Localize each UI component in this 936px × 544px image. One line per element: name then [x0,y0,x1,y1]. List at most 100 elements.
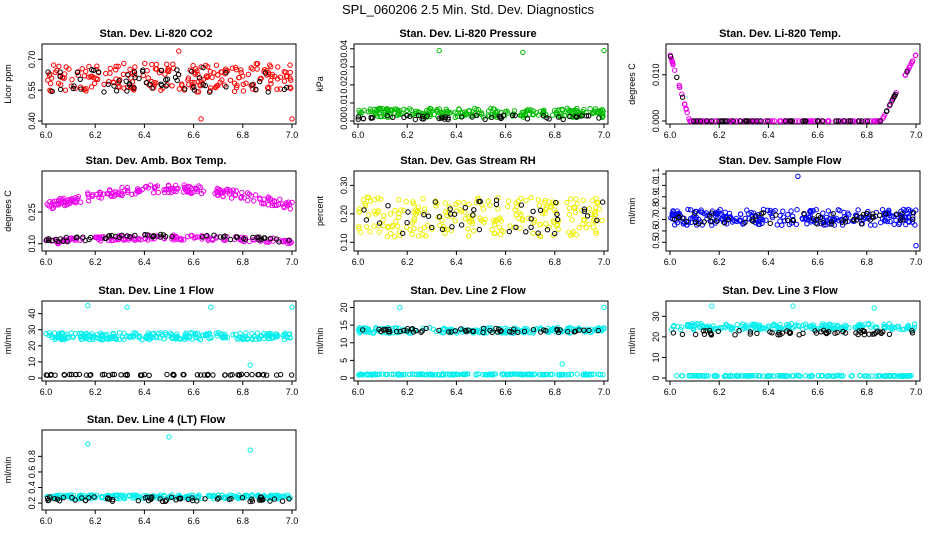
data-point-upper [241,195,247,201]
data-point-all [423,233,429,239]
data-point-lower [205,237,212,244]
data-point-all [113,67,119,73]
data-point-all [409,220,416,226]
data-point-all [817,118,823,124]
data-point-subset [863,210,870,217]
data-point-all [420,196,426,202]
data-point-all [198,495,205,502]
data-point-all [86,63,92,70]
data-point-lower [542,371,548,378]
data-point-subset [419,116,425,122]
data-point-upper [46,203,52,209]
y-tick-label: 20 [651,332,661,342]
data-point-subset [355,116,361,122]
data-point-upper [161,189,168,196]
data-point-lower [214,234,220,240]
data-point-subset [102,235,108,242]
data-point-subset [886,331,893,337]
data-point-subset [695,221,702,227]
plot-frame [665,43,921,125]
data-point-all [465,214,472,220]
data-point-upper [63,202,69,208]
data-point-subset [683,218,690,225]
data-point-all [164,82,170,88]
data-point-lower [473,371,479,378]
data-point-all [569,231,576,237]
x-tick-label: 6.4 [762,387,775,397]
data-point-all [881,114,887,120]
data-point-subset [470,328,477,334]
data-point-all [97,336,104,343]
data-point-lower [95,234,101,241]
data-point-all [190,62,196,69]
data-point-all [417,226,424,233]
data-point-all [497,215,503,221]
data-point-all [209,74,215,80]
data-point-subset [71,83,77,89]
data-point-subset [158,67,165,74]
data-point-subset [820,220,826,226]
data-point-upper [50,205,57,211]
data-point-all [376,229,383,235]
data-point-subset [528,224,534,231]
data-point-all [357,229,364,236]
data-point-subset [70,85,76,92]
data-point-subset [458,222,465,228]
data-point-all [568,196,574,202]
x-tick-label: 6.2 [89,257,102,267]
data-point-all [589,198,596,204]
data-point-outlier [289,304,295,310]
data-point-all [886,207,892,213]
data-point-subset [194,498,200,504]
data-point-all [392,208,398,214]
data-point-all [109,333,116,340]
data-point-subset [841,118,847,124]
y-tick-label: 0.01 [339,94,349,112]
data-point-upper [74,195,81,202]
y-tick-label: 20 [339,303,349,313]
chart-title: Stan. Dev. Line 4 (LT) Flow [86,414,226,426]
data-point-subset [565,329,571,335]
data-point-subset [131,69,138,75]
data-point-subset [540,327,547,333]
data-point-all [237,334,243,340]
data-point-all [841,209,847,216]
data-point-all [505,203,511,210]
x-tick-label: 7.0 [910,130,923,140]
data-point-lower [688,373,694,379]
data-point-all [566,205,573,211]
data-point-upper [215,192,221,199]
data-point-subset [581,327,587,333]
data-point-subset [506,328,513,335]
data-point-subset [721,220,728,226]
data-point-all [372,196,378,203]
data-point-all [268,64,274,70]
data-point-all [86,336,93,343]
data-point-all [912,222,918,228]
data-point-lower [442,371,449,377]
data-point-all [466,201,472,208]
data-point-lower [900,373,906,379]
data-point-subset [584,213,591,219]
data-point-subset [814,118,821,124]
data-point-subset [242,236,249,243]
data-point-upper [796,323,802,329]
data-point-subset [586,113,592,119]
x-tick-label: 6.6 [187,516,200,526]
data-point-all [685,206,691,213]
x-tick-label: 6.2 [713,257,726,267]
data-point-all [898,208,904,214]
data-point-upper [228,195,235,201]
data-point-subset [830,211,836,217]
data-point-upper [259,200,265,207]
data-point-all [480,206,487,212]
data-point-upper [677,326,684,333]
data-point-subset [390,114,396,121]
data-point-all [566,211,573,218]
data-point-subset [400,230,406,237]
data-point-subset [276,239,282,245]
data-point-all [457,206,463,213]
data-point-all [807,207,814,214]
data-point-all [688,215,694,222]
data-point-all [565,107,572,113]
